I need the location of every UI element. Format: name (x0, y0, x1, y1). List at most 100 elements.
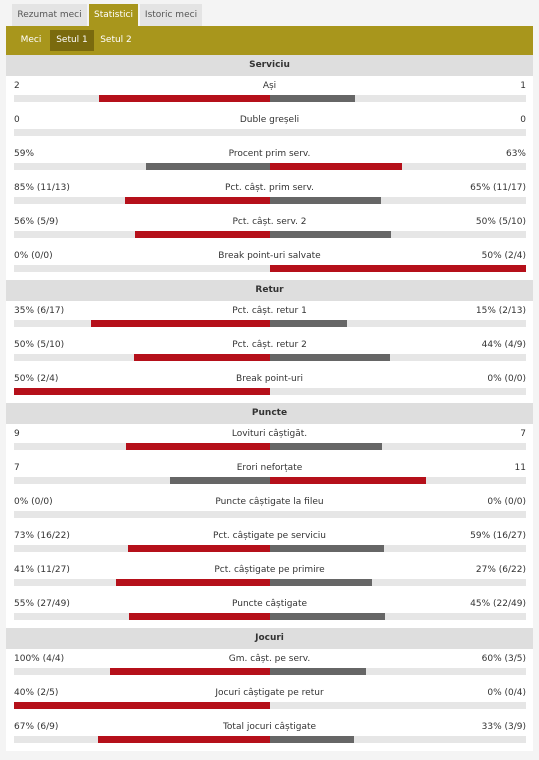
tab[interactable]: Statistici (89, 4, 138, 26)
home-bar (110, 668, 270, 675)
away-value: 33% (3/9) (481, 722, 526, 732)
away-bar (270, 477, 427, 484)
stat-row (6, 246, 533, 280)
stat-label: Pct. câșt. retur 2 (232, 340, 307, 350)
home-value: 100% (4/4) (14, 654, 65, 664)
stat-label: Procent prim serv. (228, 149, 311, 159)
away-bar (270, 668, 366, 675)
stat-label: Total jocuri câștigate (222, 722, 317, 732)
subtab[interactable]: Setul 1 (50, 30, 94, 51)
away-value: 44% (4/9) (481, 340, 526, 350)
away-bar (270, 265, 526, 272)
stat-row (6, 458, 533, 492)
away-bar (270, 579, 372, 586)
away-value: 63% (505, 149, 526, 159)
stat-row (6, 683, 533, 717)
home-bar (134, 231, 270, 238)
stat-label: Pct. câșt. retur 1 (232, 306, 307, 316)
away-value: 45% (22/49) (470, 599, 526, 609)
home-bar (14, 702, 270, 709)
home-value: 41% (11/27) (14, 565, 70, 575)
home-value: 50% (5/10) (14, 340, 65, 350)
home-bar (99, 95, 270, 102)
away-value: 1 (520, 81, 526, 91)
stat-row (6, 369, 533, 403)
stat-row (6, 492, 533, 526)
away-bar (270, 613, 386, 620)
away-value: 7 (520, 429, 526, 439)
bar-track (14, 702, 526, 709)
stat-label: Duble greșeli (239, 115, 300, 125)
away-bar (270, 231, 391, 238)
home-value: 0 (14, 115, 20, 125)
away-value: 11 (514, 463, 526, 473)
tab[interactable]: Rezumat meci (12, 4, 87, 26)
stat-row (6, 717, 533, 751)
stat-label: Puncte câștigate la fileu (215, 497, 324, 507)
home-bar (98, 736, 270, 743)
tab[interactable]: Istoric meci (140, 4, 202, 26)
home-value: 40% (2/5) (14, 688, 59, 698)
home-value: 2 (14, 81, 20, 91)
stat-row (6, 424, 533, 458)
stat-row (6, 144, 533, 178)
stat-row (6, 526, 533, 560)
bar-track (14, 511, 526, 518)
section-header: Retur (6, 280, 533, 301)
home-value: 35% (6/17) (14, 306, 65, 316)
home-value: 50% (2/4) (14, 374, 59, 384)
home-bar (126, 443, 270, 450)
away-value: 0% (0/4) (487, 688, 526, 698)
home-value: 67% (6/9) (14, 722, 59, 732)
away-value: 0 (520, 115, 526, 125)
bar-track (14, 129, 526, 136)
away-value: 65% (11/17) (470, 183, 526, 193)
stat-row (6, 649, 533, 683)
away-value: 59% (16/27) (470, 531, 526, 541)
stat-label: Erori neforțate (236, 463, 303, 473)
home-value: 59% (14, 149, 35, 159)
away-value: 0% (0/0) (487, 374, 526, 384)
home-bar (124, 197, 270, 204)
away-bar (270, 95, 356, 102)
home-value: 0% (0/0) (14, 497, 53, 507)
away-bar (270, 320, 347, 327)
section-header: Serviciu (6, 55, 533, 76)
stat-label: Break point-uri salvate (218, 251, 321, 261)
stat-label: Pct. câștigate pe serviciu (213, 531, 326, 541)
away-bar (270, 197, 381, 204)
away-value: 50% (2/4) (481, 251, 526, 261)
stat-label: Lovituri câștigăt. (231, 429, 308, 439)
home-bar (128, 545, 270, 552)
stat-row (6, 178, 533, 212)
stat-row (6, 110, 533, 144)
stat-row (6, 212, 533, 246)
home-bar (146, 163, 270, 170)
away-value: 0% (0/0) (487, 497, 526, 507)
away-bar (270, 443, 382, 450)
stat-label: Puncte câștigate (231, 599, 308, 609)
stat-row (6, 335, 533, 369)
home-value: 85% (11/13) (14, 183, 70, 193)
away-bar (270, 163, 403, 170)
away-value: 27% (6/22) (475, 565, 526, 575)
stat-label: Pct. câștigate pe primire (214, 565, 325, 575)
stat-row (6, 76, 533, 110)
stat-label: Jocuri câștigate pe retur (215, 688, 324, 698)
home-value: 73% (16/22) (14, 531, 70, 541)
home-bar (115, 579, 270, 586)
home-value: 9 (14, 429, 20, 439)
subtab[interactable]: Meci (20, 35, 42, 45)
home-bar (133, 354, 270, 361)
subtab[interactable]: Setul 2 (100, 35, 132, 45)
home-value: 56% (5/9) (14, 217, 59, 227)
section-header: Jocuri (6, 628, 533, 649)
away-value: 50% (5/10) (475, 217, 526, 227)
stat-row (6, 560, 533, 594)
stat-label: Break point-uri (236, 374, 303, 384)
home-bar (90, 320, 270, 327)
home-value: 0% (0/0) (14, 251, 53, 261)
away-bar (270, 736, 355, 743)
stat-label: Gm. câșt. pe serv. (228, 654, 311, 664)
away-bar (270, 354, 390, 361)
